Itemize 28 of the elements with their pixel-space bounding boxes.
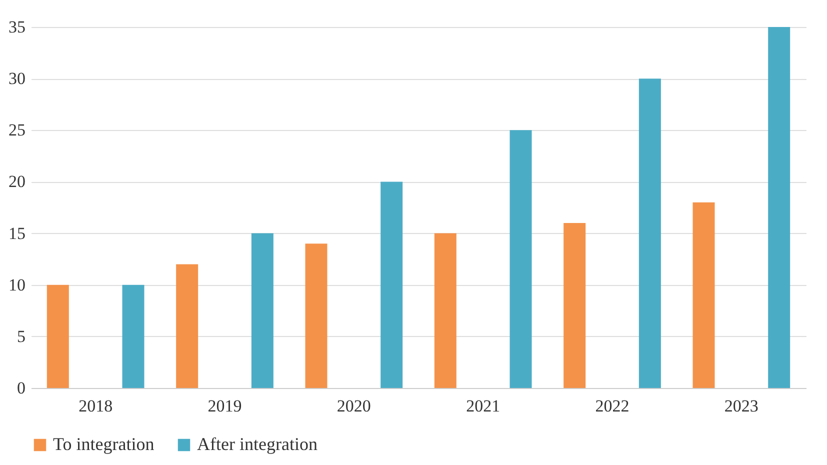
bar — [564, 222, 586, 388]
bar — [305, 244, 328, 388]
bar — [46, 284, 69, 388]
y-tick-label: 20 — [8, 172, 26, 192]
y-tick-label: 25 — [8, 120, 26, 140]
y-tick-label: 0 — [17, 378, 26, 398]
bar — [510, 130, 532, 388]
x-tick-label: 2018 — [78, 396, 113, 416]
legend-label: After integration — [197, 434, 318, 454]
y-tick-label: 30 — [8, 69, 26, 88]
bar — [176, 264, 198, 388]
y-tick-label: 10 — [8, 275, 26, 294]
y-tick-label: 35 — [8, 18, 26, 36]
bar — [122, 284, 144, 388]
x-tick-label: 2019 — [208, 396, 242, 416]
bar — [380, 182, 403, 388]
y-tick-label: 15 — [8, 224, 26, 243]
bar — [692, 202, 715, 388]
x-tick-label: 2022 — [595, 396, 630, 416]
y-tick-label: 5 — [17, 326, 26, 346]
bar — [768, 27, 790, 388]
x-tick-label: 2021 — [466, 396, 500, 416]
x-tick-label: 2020 — [336, 396, 371, 416]
bar — [434, 233, 456, 388]
bar — [638, 78, 661, 388]
bar — [251, 233, 274, 388]
x-tick-label: 2023 — [724, 396, 758, 416]
legend-label: To integration — [53, 434, 154, 454]
